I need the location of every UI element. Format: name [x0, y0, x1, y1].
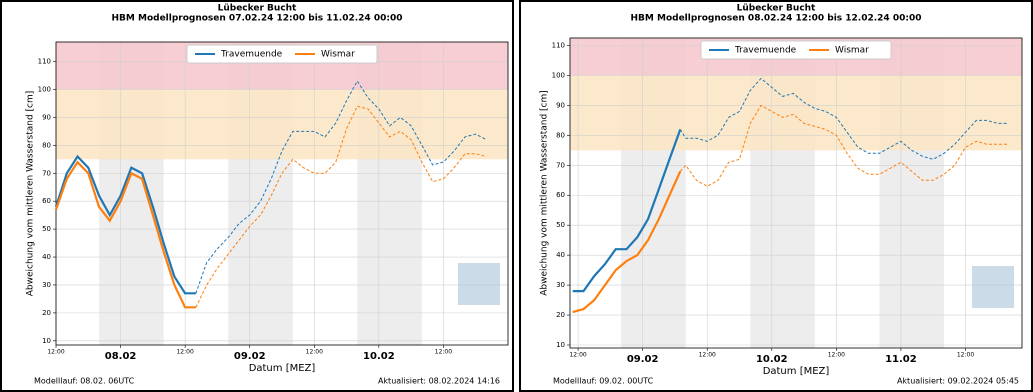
y-tick-label: 70 [42, 169, 51, 177]
x-tick-label: 12:00 [828, 352, 845, 359]
logo [458, 263, 500, 305]
chart-subtitle: HBM Modellprognosen 07.02.24 12:00 bis 1… [112, 14, 403, 24]
x-tick-label: 09.02 [234, 351, 266, 362]
y-tick-label: 60 [42, 197, 51, 205]
x-tick-label: 12:00 [306, 349, 323, 356]
legend-label: Travemuende [220, 50, 283, 60]
forecast-line [679, 77, 1009, 160]
x-tick-label: 12:00 [699, 352, 716, 359]
footer-right: Aktualisiert: 09.02.2024 05:45 [897, 377, 1019, 386]
x-tick-label: 12:00 [435, 349, 452, 356]
y-tick-label: 20 [42, 309, 51, 317]
x-tick-label: 12:00 [569, 352, 586, 359]
y-tick-label: 100 [38, 85, 51, 93]
x-tick-label: 12:00 [176, 349, 193, 356]
plot-frame [55, 41, 509, 346]
y-tick-label: 90 [42, 113, 51, 121]
forecast-line [195, 80, 487, 294]
y-tick-label: 80 [42, 141, 51, 149]
legend-label: Travemuende [734, 46, 797, 56]
observed-line [54, 160, 196, 309]
y-tick-label: 20 [556, 311, 565, 319]
observed-line [572, 170, 682, 314]
footer-right: Aktualisiert: 08.02.2024 14:16 [378, 377, 500, 386]
observed-line [572, 129, 682, 293]
y-tick-label: 30 [42, 281, 51, 289]
y-tick-label: 100 [552, 71, 565, 79]
x-tick-label: 10.02 [363, 351, 395, 362]
y-tick-label: 10 [556, 341, 565, 349]
y-axis-label: Abweichung vom mittleren Wasserstand [cm… [540, 90, 550, 296]
y-tick-label: 60 [556, 191, 565, 199]
chart-title: Lübecker Bucht [737, 4, 816, 14]
legend-label: Wismar [321, 50, 355, 60]
y-tick-label: 80 [556, 131, 565, 139]
legend-label: Wismar [835, 46, 869, 56]
observed-line [54, 154, 196, 295]
y-tick-label: 40 [556, 251, 565, 259]
chart-subtitle: HBM Modellprognosen 08.02.24 12:00 bis 1… [631, 14, 922, 24]
x-tick-label: 12:00 [957, 352, 974, 359]
chart-title: Lübecker Bucht [218, 4, 297, 14]
forecast-line [195, 105, 487, 308]
logo [972, 266, 1014, 308]
y-tick-label: 10 [42, 337, 51, 345]
y-tick-label: 110 [38, 58, 51, 66]
x-axis-label: Datum [MEZ] [763, 366, 830, 377]
x-tick-label: 12:00 [47, 349, 64, 356]
footer-left: Modelllauf: 08.02. 06UTC [34, 377, 135, 386]
y-tick-label: 50 [42, 225, 51, 233]
y-tick-label: 70 [556, 161, 565, 169]
x-tick-label: 11.02 [885, 354, 917, 365]
x-tick-label: 09.02 [627, 354, 659, 365]
y-tick-label: 50 [556, 221, 565, 229]
threshold-band [56, 89, 508, 160]
y-tick-label: 90 [556, 101, 565, 109]
y-tick-label: 110 [552, 41, 565, 49]
y-axis-label: Abweichung vom mittleren Wasserstand [cm… [26, 91, 36, 297]
y-tick-label: 30 [556, 281, 565, 289]
threshold-band [570, 75, 1022, 151]
footer-left: Modelllauf: 09.02. 00UTC [553, 377, 654, 386]
legend-box [186, 44, 378, 64]
forecast-line [679, 104, 1009, 187]
x-axis-label: Datum [MEZ] [249, 363, 316, 374]
plot-frame [569, 37, 1023, 349]
x-tick-label: 08.02 [105, 351, 137, 362]
x-tick-label: 10.02 [756, 354, 788, 365]
legend-box [700, 40, 892, 60]
y-tick-label: 40 [42, 253, 51, 261]
